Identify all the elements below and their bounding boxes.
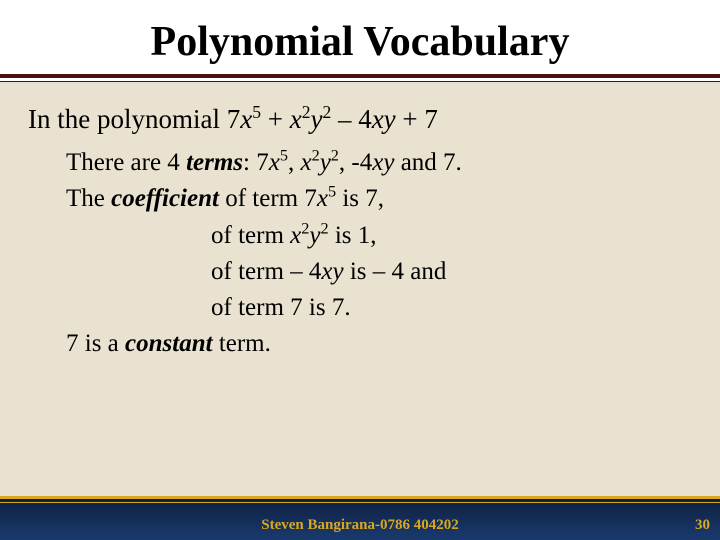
title-region: Polynomial Vocabulary [0, 0, 720, 74]
content-region: In the polynomial 7x5 + x2y2 – 4xy + 7 T… [0, 82, 720, 496]
coeff-text-4: of term 7 is 7. [211, 294, 351, 321]
title-underline [0, 74, 720, 82]
footer-stripe-thin [0, 502, 720, 503]
rule-thick [0, 74, 720, 78]
intro-prefix: In the polynomial [28, 104, 227, 134]
terms-list: : 7x5, x2y2, -4xy and 7. [243, 149, 462, 176]
body-lines: There are 4 terms: 7x5, x2y2, -4xy and 7… [66, 145, 692, 363]
slide-title: Polynomial Vocabulary [0, 18, 720, 66]
coeff-line-1: The coefficient of term 7x5 is 7, [66, 181, 692, 217]
footer: Steven Bangirana-0786 404202 30 [0, 496, 720, 540]
coeff-text-2: of term x2y2 is 1, [211, 222, 377, 249]
intro-line: In the polynomial 7x5 + x2y2 – 4xy + 7 [28, 104, 692, 135]
coeff-line-3: of term – 4xy is – 4 and [211, 254, 692, 290]
constant-line: 7 is a constant term. [66, 326, 692, 362]
intro-expression: 7x5 + x2y2 – 4xy + 7 [227, 104, 438, 134]
page-number: 30 [695, 517, 710, 534]
coeff-text-3: of term – 4xy is – 4 and [211, 258, 446, 285]
coeff-word: coefficient [111, 185, 219, 212]
terms-word: terms [186, 149, 243, 176]
coeff-text-1: of term 7x5 is 7, [219, 185, 384, 212]
coeff-prefix: The [66, 185, 111, 212]
constant-suffix: term. [213, 330, 271, 357]
terms-prefix: There are 4 [66, 149, 186, 176]
footer-stripe-thick [0, 496, 720, 499]
coeff-line-2: of term x2y2 is 1, [211, 218, 692, 254]
coeff-line-4: of term 7 is 7. [211, 290, 692, 326]
constant-prefix: 7 is a [66, 330, 125, 357]
constant-word: constant [125, 330, 213, 357]
terms-line: There are 4 terms: 7x5, x2y2, -4xy and 7… [66, 145, 692, 181]
slide: Polynomial Vocabulary In the polynomial … [0, 0, 720, 540]
footer-author: Steven Bangirana-0786 404202 [0, 517, 720, 534]
